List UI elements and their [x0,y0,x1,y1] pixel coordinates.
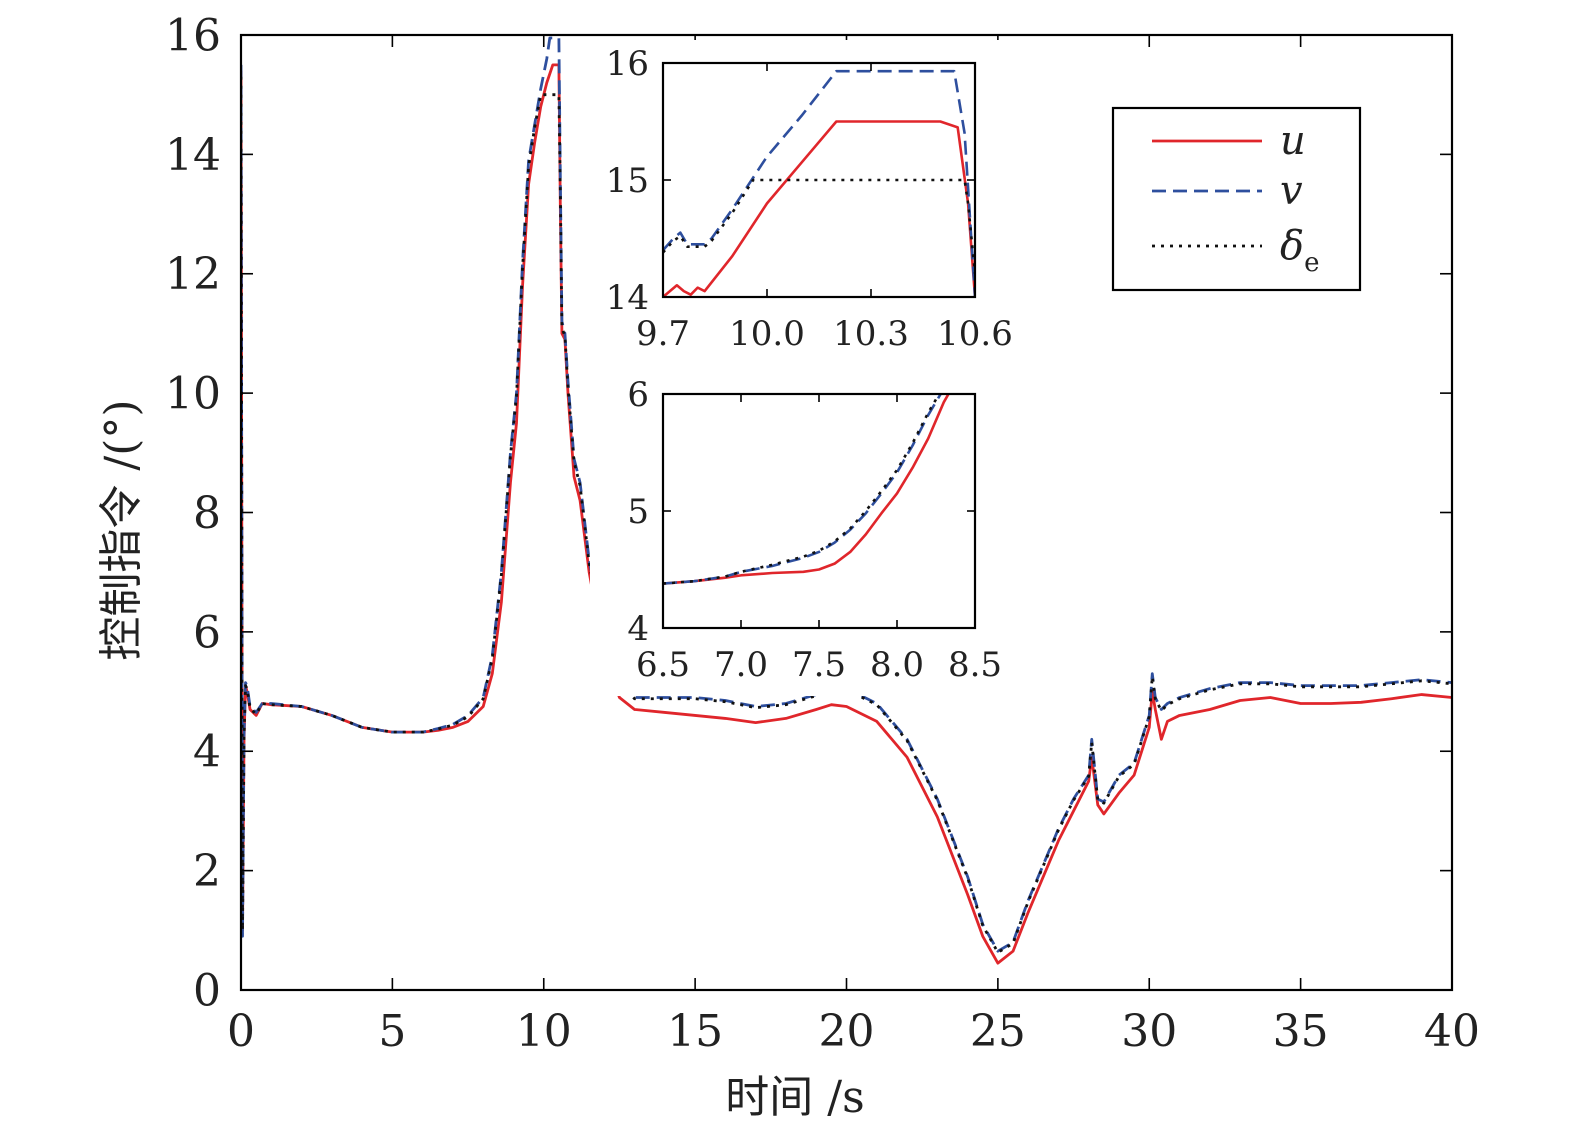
inset-top-series-v-line [663,69,975,297]
y-axis-label: 控制指令 /(°) [96,399,147,660]
inset-bottom-plot: 6.5 7.0 7.5 8.0 8.5 4 5 6 [590,375,1030,696]
main-x-tick-label: 0 [227,1006,255,1057]
legend-label-u: u [1280,118,1306,164]
inset-top-plot: 9.7 10.0 10.3 10.6 14 15 16 [590,40,1030,370]
main-x-tick-label: 15 [667,1006,723,1057]
inset-bottom-x-tick-label: 7.0 [714,645,768,685]
inset-bottom-x-tick-label: 7.5 [792,645,846,685]
legend-label-v: v [1280,168,1303,214]
inset-top-y-tick-label: 15 [606,161,649,201]
inset-top-x-tick-label: 10.0 [729,314,805,354]
main-x-tick-label: 5 [378,1006,406,1057]
main-x-tick-label: 10 [516,1006,572,1057]
main-x-tick-label: 40 [1424,1006,1480,1057]
main-series-delta-e-line [241,76,1452,954]
legend-label-delta-e: δe [1280,223,1319,278]
inset-top-series-delta-e-line [663,178,975,274]
main-x-tick-label: 30 [1121,1006,1177,1057]
main-plot: 0 5 10 15 20 25 30 35 40 0 2 4 6 8 10 12 14 16 [165,10,1480,1057]
inset-top-x-tick-label: 10.6 [937,314,1013,354]
inset-top-y-tick-label: 14 [606,278,649,318]
inset-bottom-y-tick-label: 6 [627,375,649,415]
legend-box [1111,106,1362,292]
main-y-tick-label: 16 [165,10,221,61]
main-y-tick-label: 8 [193,488,221,539]
inset-bottom-y-tick-label: 4 [627,609,649,649]
inset-top-x-tick-label: 9.7 [636,314,690,354]
inset-bottom-x-tick-label: 8.5 [948,645,1002,685]
inset-bottom-series-v-line [663,394,942,585]
legend: uv δe [1111,106,1362,292]
main-y-tick-label: 14 [165,130,221,181]
inset-bottom-y-tick-label: 5 [627,492,649,532]
inset-bottom-x-tick-label: 8.0 [870,645,924,685]
inset-bottom-x-tick-label: 6.5 [636,645,690,685]
main-y-tick-label: 12 [165,249,221,300]
main-y-tick-label: 4 [193,727,221,778]
inset-top-y-tick-label: 16 [606,44,649,84]
main-y-tick-label: 6 [193,607,221,658]
main-y-tick-label: 2 [193,846,221,897]
inset-bottom-series-u-line [663,394,950,585]
inset-top-series-u-line [663,120,975,297]
main-y-tick-label: 0 [193,965,221,1016]
main-y-tick-label: 10 [165,369,221,420]
main-x-tick-label: 25 [970,1006,1026,1057]
x-axis-label: 时间 /s [725,1072,864,1123]
main-x-tick-label: 35 [1273,1006,1329,1057]
inset-top-x-tick-label: 10.3 [833,314,909,354]
main-x-tick-label: 20 [819,1006,875,1057]
